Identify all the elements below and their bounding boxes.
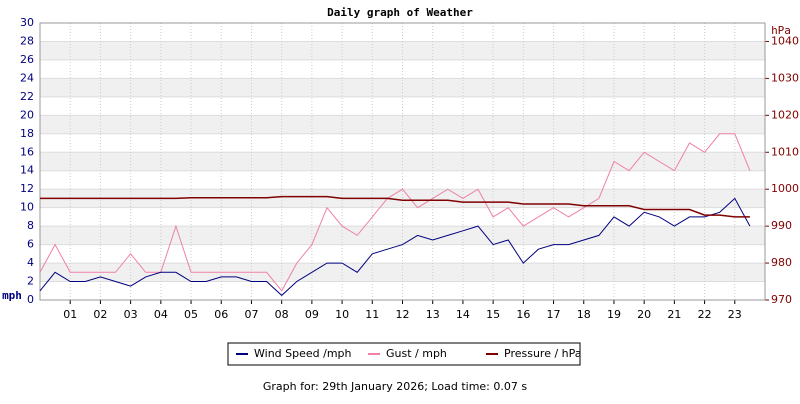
- y-tick-label: 22: [20, 90, 34, 103]
- y-tick-label: 18: [20, 127, 34, 140]
- x-tick-label: 11: [365, 308, 379, 321]
- x-tick-label: 13: [426, 308, 440, 321]
- y2-tick-label: 980: [771, 256, 792, 269]
- y2-tick-label: 970: [771, 293, 792, 306]
- grid-band: [40, 78, 765, 97]
- y2-tick-label: 1000: [771, 182, 799, 195]
- legend-label: Pressure / hPa: [504, 347, 582, 360]
- y2-tick-label: 1030: [771, 71, 799, 84]
- y-tick-label: 0: [27, 293, 34, 306]
- grid-band: [40, 96, 765, 116]
- x-tick-label: 18: [577, 308, 591, 321]
- x-tick-label: 15: [486, 308, 500, 321]
- x-tick-label: 10: [335, 308, 349, 321]
- x-tick-label: 03: [124, 308, 138, 321]
- x-tick-label: 07: [244, 308, 258, 321]
- y-tick-label: 10: [20, 201, 34, 214]
- y2-tick-label: 1010: [771, 145, 799, 158]
- series-line: [39, 133, 751, 292]
- x-tick-label: 08: [275, 308, 289, 321]
- x-tick-label: 23: [728, 308, 742, 321]
- series-line: [39, 197, 751, 297]
- y-tick-label: 4: [27, 256, 34, 269]
- x-tick-label: 21: [667, 308, 681, 321]
- y2-tick-label: 1020: [771, 108, 799, 121]
- x-tick-label: 05: [184, 308, 198, 321]
- chart-title: Daily graph of Weather: [327, 6, 473, 19]
- y-tick-label: 26: [20, 53, 34, 66]
- x-tick-label: 14: [456, 308, 470, 321]
- grid-band: [40, 207, 765, 227]
- x-tick-label: 17: [547, 308, 561, 321]
- y-tick-label: 8: [27, 219, 34, 232]
- legend-label: Wind Speed /mph: [254, 347, 352, 360]
- x-tick-label: 20: [637, 308, 651, 321]
- y-tick-label: 6: [27, 238, 34, 251]
- y2-tick-label: 990: [771, 219, 792, 232]
- x-tick-label: 04: [154, 308, 168, 321]
- x-tick-label: 01: [63, 308, 77, 321]
- legend-box: [227, 342, 581, 366]
- x-tick-label: 02: [93, 308, 107, 321]
- x-tick-label: 06: [214, 308, 228, 321]
- x-tick-label: 16: [516, 308, 530, 321]
- grid-band: [40, 226, 765, 245]
- y-tick-label: 12: [20, 182, 34, 195]
- x-tick-label: 12: [396, 308, 410, 321]
- footer: Graph for: 29th January 2026; Load time:…: [263, 380, 527, 393]
- y2-axis-label: hPa: [771, 24, 791, 37]
- x-tick-label: 19: [607, 308, 621, 321]
- y-tick-label: 30: [20, 16, 34, 29]
- y2-tick-label: 1040: [771, 34, 799, 47]
- plot-frame: [39, 22, 766, 301]
- y-tick-label: 2: [27, 275, 34, 288]
- legend-label: Gust / mph: [386, 347, 447, 360]
- grid-band: [40, 244, 765, 264]
- y-tick-label: 14: [20, 164, 34, 177]
- x-tick-label: 22: [698, 308, 712, 321]
- y-tick-label: 20: [20, 108, 34, 121]
- y-tick-label: 24: [20, 71, 34, 84]
- y-tick-label: 28: [20, 34, 34, 47]
- grid-band: [40, 59, 765, 79]
- y-axis-label: mph: [2, 289, 22, 302]
- y-tick-label: 16: [20, 145, 34, 158]
- x-tick-label: 09: [305, 308, 319, 321]
- series-line: [40, 195, 750, 218]
